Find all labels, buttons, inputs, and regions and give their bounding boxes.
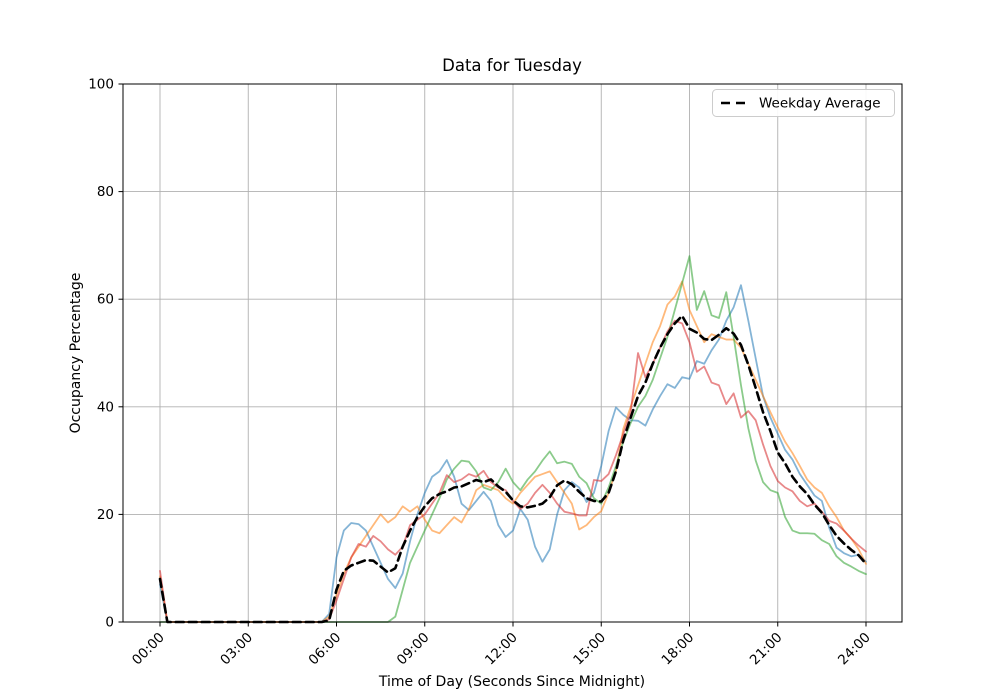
x-axis-label: Time of Day (Seconds Since Midnight) bbox=[378, 674, 645, 690]
y-tick-label: 80 bbox=[97, 184, 114, 200]
x-tick-label: 18:00 bbox=[659, 630, 698, 669]
x-tick-label: 24:00 bbox=[835, 630, 874, 669]
x-tick-label: 09:00 bbox=[394, 630, 433, 669]
x-tick-label: 21:00 bbox=[747, 630, 786, 669]
x-tick-labels: 00:00 03:00 06:00 09:00 12:00 15:00 18:00 21:00… bbox=[129, 630, 874, 669]
x-tick-label: 15:00 bbox=[570, 630, 609, 669]
legend-box bbox=[712, 89, 895, 117]
legend: Weekday Average bbox=[712, 89, 895, 117]
y-tick-label: 100 bbox=[88, 77, 114, 93]
chart-title: Data for Tuesday bbox=[442, 56, 582, 75]
x-tick-label: 03:00 bbox=[217, 630, 256, 669]
x-tick-label: 06:00 bbox=[306, 630, 345, 669]
x-tick-label: 12:00 bbox=[482, 630, 521, 669]
gridlines bbox=[123, 83, 902, 623]
legend-label: Weekday Average bbox=[759, 96, 881, 112]
y-axis-label: Occupancy Percentage bbox=[68, 273, 84, 434]
y-tick-label: 20 bbox=[97, 507, 114, 523]
axis-tick-marks bbox=[118, 83, 867, 627]
y-tick-label: 60 bbox=[97, 292, 114, 308]
y-tick-label: 0 bbox=[105, 615, 114, 631]
y-tick-label: 40 bbox=[97, 399, 114, 415]
plot-border bbox=[122, 83, 903, 623]
y-tick-labels: 0 20 40 60 80 100 bbox=[88, 77, 114, 631]
x-tick-label: 00:00 bbox=[129, 630, 168, 669]
